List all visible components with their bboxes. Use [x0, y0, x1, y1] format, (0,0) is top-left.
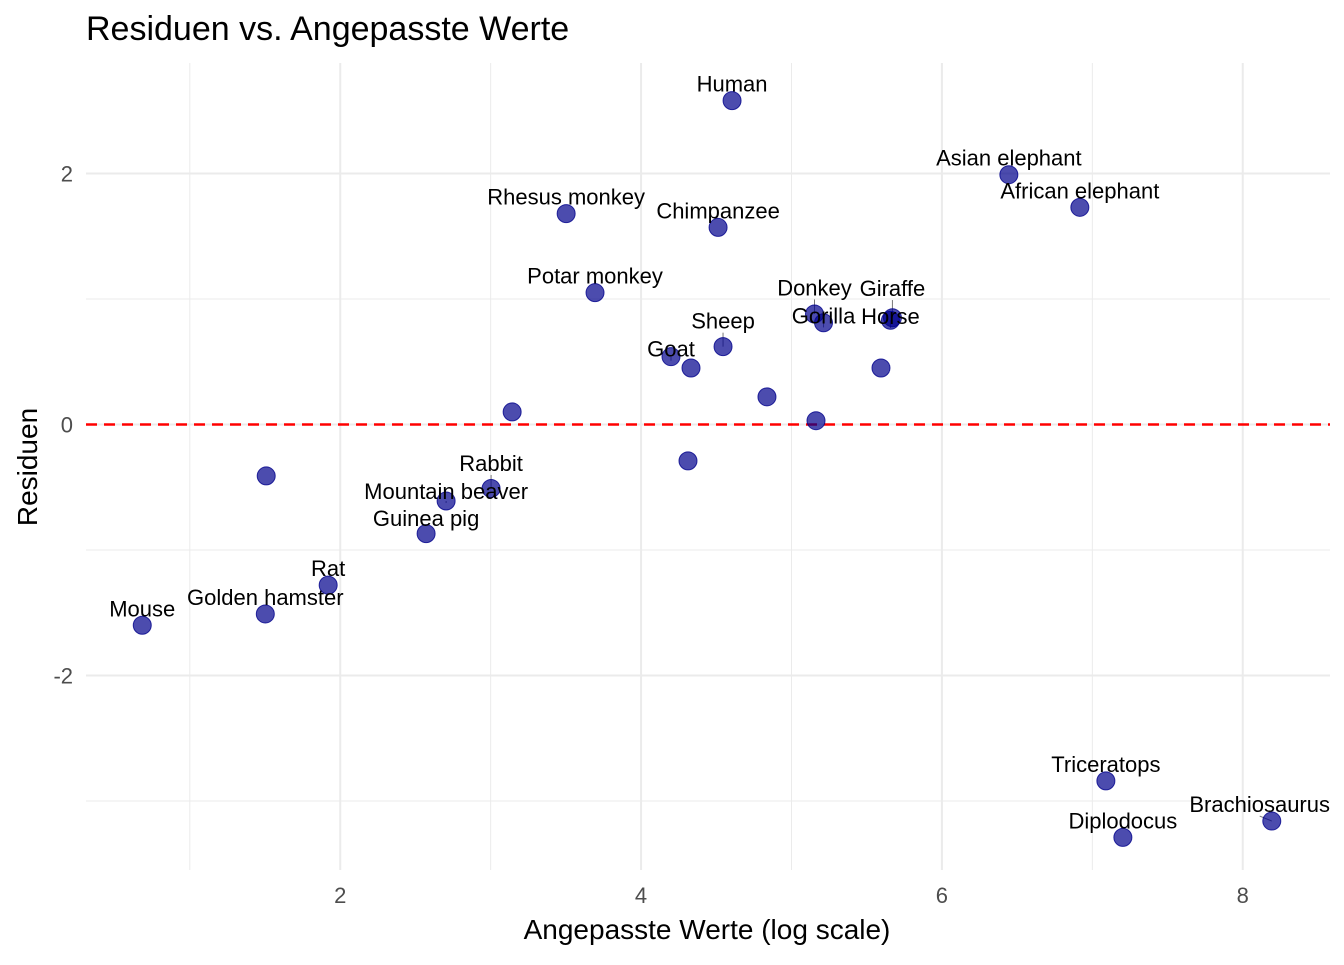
points: [132, 91, 1282, 847]
point-label: Diplodocus: [1068, 808, 1177, 833]
point-label: Sheep: [691, 309, 755, 334]
data-point: [502, 402, 522, 422]
y-tick-label: 0: [61, 412, 73, 437]
x-ticks: 2 4 6 8: [334, 883, 1249, 908]
data-point: [255, 604, 275, 624]
data-point: [416, 524, 436, 544]
y-axis-label: Residuen: [12, 408, 43, 526]
x-axis-label: Angepasste Werte (log scale): [524, 914, 891, 945]
data-point: [318, 575, 338, 595]
data-point: [708, 217, 728, 237]
data-point: [678, 451, 698, 471]
data-point: [1096, 771, 1116, 791]
point-label: Horse: [861, 304, 920, 329]
point-label: Gorilla: [792, 303, 856, 328]
x-tick-label: 6: [936, 883, 948, 908]
data-point: [256, 466, 276, 486]
data-point: [1113, 827, 1133, 847]
data-point: [999, 165, 1019, 185]
data-point: [806, 411, 826, 431]
data-point: [436, 491, 456, 511]
data-point: [481, 478, 501, 498]
data-point: [713, 337, 733, 357]
data-point: [585, 283, 605, 303]
point-label: Triceratops: [1051, 752, 1160, 777]
point-label: Chimpanzee: [656, 198, 780, 223]
point-label: Guinea pig: [373, 506, 479, 531]
y-tick-label: 2: [61, 161, 73, 186]
chart-title: Residuen vs. Angepasste Werte: [86, 10, 569, 48]
x-tick-label: 8: [1237, 883, 1249, 908]
point-label: Mountain beaver: [364, 479, 528, 504]
x-tick-label: 2: [334, 883, 346, 908]
point-label: Mouse: [109, 596, 175, 621]
data-point: [757, 387, 777, 407]
data-point: [722, 91, 742, 111]
point-label: Golden hamster: [187, 585, 344, 610]
point-label: Rat: [311, 556, 345, 581]
data-point: [556, 204, 576, 224]
data-point: [1262, 811, 1282, 831]
point-label: Rhesus monkey: [487, 185, 645, 210]
point-label: Goat: [647, 337, 695, 362]
point-label: Brachiosaurus: [1189, 792, 1330, 817]
point-label: Asian elephant: [936, 146, 1082, 171]
y-tick-label: -2: [53, 663, 73, 688]
data-point: [661, 347, 681, 367]
point-label: Potar monkey: [527, 264, 663, 289]
data-point: [871, 358, 891, 378]
data-point: [132, 615, 152, 635]
point-label: Rabbit: [459, 451, 523, 476]
data-point: [814, 313, 834, 333]
data-point: [681, 358, 701, 378]
label-leader-lines: [445, 299, 1272, 822]
y-ticks: -2 0 2: [53, 161, 73, 688]
data-point: [1070, 197, 1090, 217]
point-label: Human: [697, 72, 768, 97]
point-label: Donkey: [777, 275, 852, 300]
point-label: Giraffe: [860, 276, 926, 301]
point-labels: Human Asian elephant African elephant Rhesu…: [109, 72, 1330, 834]
point-label: African elephant: [1000, 178, 1159, 203]
x-tick-label: 4: [635, 883, 647, 908]
data-point: [880, 310, 900, 330]
